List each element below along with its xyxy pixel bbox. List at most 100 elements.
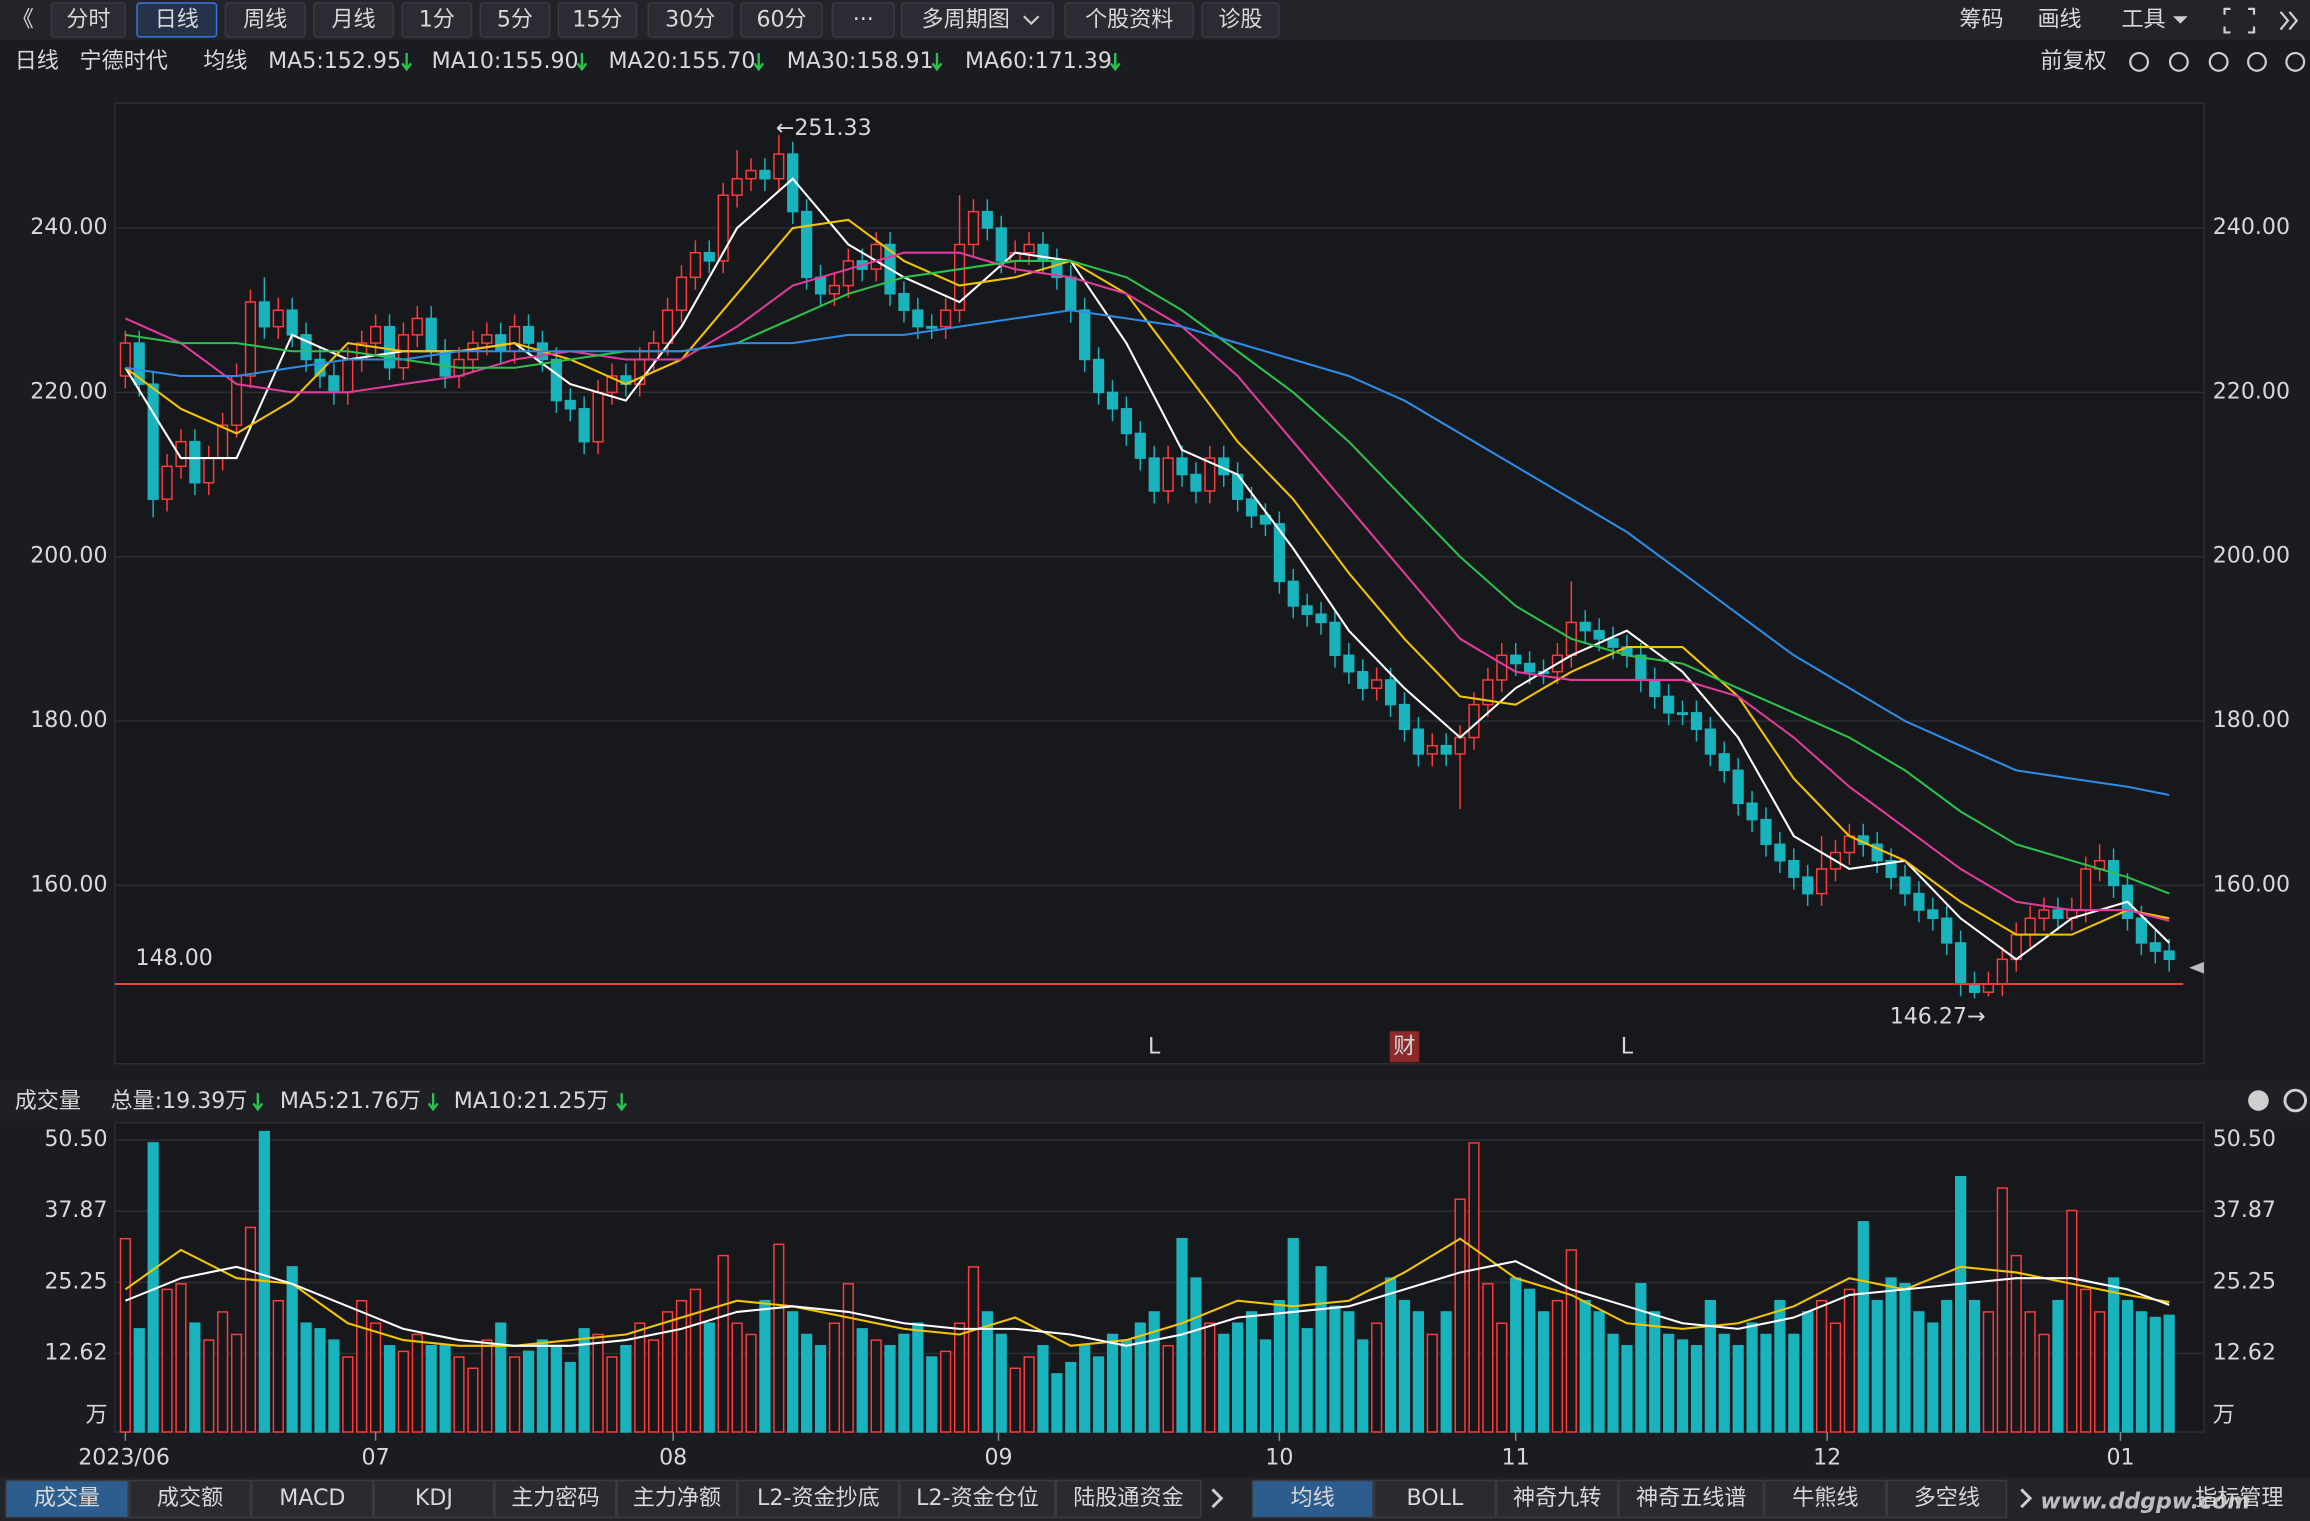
candle-body	[1718, 753, 1730, 772]
toolbar-button-label[interactable]: 60分	[756, 7, 806, 33]
candle-body	[745, 169, 757, 180]
candle-body	[383, 325, 396, 369]
toolbar-button[interactable]	[1201, 2, 1280, 38]
tab-label[interactable]: 均线	[1291, 1485, 1335, 1511]
tab[interactable]	[1496, 1479, 1619, 1519]
volume-bar	[1204, 1322, 1216, 1433]
candle-body	[828, 284, 841, 295]
toolbar-button-label[interactable]: 5分	[497, 7, 533, 33]
panel-icon[interactable]	[2129, 51, 2150, 72]
volume-bar	[286, 1266, 298, 1433]
tab[interactable]	[737, 1479, 900, 1519]
tab[interactable]	[1251, 1479, 1374, 1519]
back-icon[interactable]: 《	[12, 7, 34, 33]
tab[interactable]	[616, 1479, 738, 1519]
fullscreen-icon[interactable]	[2223, 7, 2256, 34]
toolbar-tool[interactable]: 画线	[2037, 7, 2081, 33]
tab[interactable]	[1373, 1479, 1497, 1519]
tab-label[interactable]: 主力密码	[511, 1485, 599, 1511]
tab[interactable]	[1886, 1479, 2008, 1519]
panel-icon[interactable]	[2285, 51, 2306, 72]
tab-label[interactable]: 成交量	[34, 1485, 100, 1511]
candle-body	[1190, 473, 1202, 492]
event-marker[interactable]: 财	[1393, 1033, 1415, 1059]
tab[interactable]	[5, 1479, 129, 1519]
toolbar-button[interactable]	[557, 2, 638, 38]
dropdown-icon	[1023, 15, 1040, 26]
toolbar-button[interactable]	[50, 2, 126, 38]
tab[interactable]	[1055, 1479, 1202, 1519]
toolbar-button[interactable]	[1064, 2, 1195, 38]
price-pointer	[2189, 961, 2204, 974]
panel-icon[interactable]	[2247, 51, 2267, 72]
toolbar-button-label[interactable]: 30分	[665, 7, 715, 33]
tab[interactable]	[1618, 1479, 1765, 1519]
tab-label[interactable]: 多空线	[1914, 1485, 1980, 1511]
panel-icon[interactable]	[2208, 51, 2229, 72]
toolbar-button[interactable]	[224, 2, 306, 38]
tab-scroll[interactable]	[2020, 1488, 2033, 1509]
volume-bar	[1746, 1322, 1758, 1433]
toolbar-button-label[interactable]: 诊股	[1218, 7, 1262, 33]
tab-label[interactable]: 神奇五线谱	[1636, 1485, 1746, 1511]
tab-scroll[interactable]	[1211, 1488, 1224, 1509]
tab[interactable]	[494, 1479, 617, 1519]
tab-label[interactable]: 主力净额	[633, 1485, 721, 1511]
volume-header	[0, 1079, 2310, 1122]
toolbar-button[interactable]	[740, 2, 823, 38]
indicator-manage[interactable]: 指标管理	[2195, 1485, 2283, 1511]
tab-label[interactable]: KDJ	[415, 1485, 453, 1511]
tab[interactable]	[373, 1479, 495, 1519]
toolbar-button-label[interactable]: ···	[853, 7, 874, 33]
toolbar-button[interactable]	[479, 2, 551, 38]
toolbar-button-label[interactable]: 日线	[155, 7, 199, 33]
toolbar-button-label[interactable]: 多周期图	[922, 7, 1010, 33]
adjust-label[interactable]: 前复权	[2040, 48, 2106, 74]
toolbar-button-label[interactable]: 分时	[66, 7, 110, 33]
event-marker[interactable]: L	[1621, 1033, 1634, 1059]
volume-bar	[1732, 1345, 1744, 1433]
toolbar-button-label[interactable]: 个股资料	[1085, 7, 1173, 33]
candle-body	[1955, 942, 1967, 985]
tab[interactable]	[251, 1479, 374, 1519]
tab-label[interactable]: 成交额	[157, 1485, 223, 1511]
event-badge[interactable]	[1389, 1031, 1420, 1063]
extreme-annotation: ←251.33	[776, 115, 872, 141]
panel-icon[interactable]	[2168, 51, 2189, 72]
tab-label[interactable]: MACD	[279, 1485, 345, 1511]
toolbar-button[interactable]	[401, 2, 473, 38]
volume-bar	[328, 1339, 340, 1433]
settings-icon[interactable]	[2283, 1088, 2308, 1113]
tab[interactable]	[899, 1479, 1056, 1519]
toolbar-button[interactable]	[831, 2, 895, 38]
trend-arrow	[616, 1093, 628, 1112]
tab-label[interactable]: L2-资金仓位	[916, 1485, 1039, 1511]
toolbar-button[interactable]	[900, 2, 1055, 38]
toolbar-button[interactable]	[313, 2, 395, 38]
tab-label[interactable]: L2-资金抄底	[757, 1485, 880, 1511]
toolbar-button[interactable]	[647, 2, 733, 38]
tab-label[interactable]: 陆股通资金	[1073, 1485, 1183, 1511]
toolbar-button-label[interactable]: 1分	[419, 7, 455, 33]
tab[interactable]	[1764, 1479, 1887, 1519]
volume-bar	[2094, 1311, 2106, 1433]
candle-body	[1871, 843, 1883, 862]
toolbar-tool[interactable]: 筹码	[1959, 7, 2003, 33]
event-marker[interactable]: L	[1148, 1033, 1161, 1059]
forward-icon[interactable]	[2279, 11, 2299, 31]
toolbar-button-label[interactable]: 月线	[331, 7, 375, 33]
tab[interactable]	[128, 1479, 252, 1519]
candle-body	[189, 440, 201, 484]
tab-label[interactable]: 牛熊线	[1792, 1485, 1858, 1511]
close-icon[interactable]	[2248, 1090, 2269, 1111]
candle-body	[814, 276, 827, 295]
candle-body	[689, 251, 701, 279]
candle-body	[244, 301, 257, 377]
toolbar-tool[interactable]: 工具	[2121, 7, 2165, 33]
toolbar-button-label[interactable]: 周线	[243, 7, 287, 33]
toolbar-button[interactable]	[136, 2, 218, 38]
volume-bar	[1454, 1198, 1466, 1433]
tab-label[interactable]: BOLL	[1407, 1485, 1464, 1511]
tab-label[interactable]: 神奇九转	[1513, 1485, 1601, 1511]
toolbar-button-label[interactable]: 15分	[572, 7, 622, 33]
